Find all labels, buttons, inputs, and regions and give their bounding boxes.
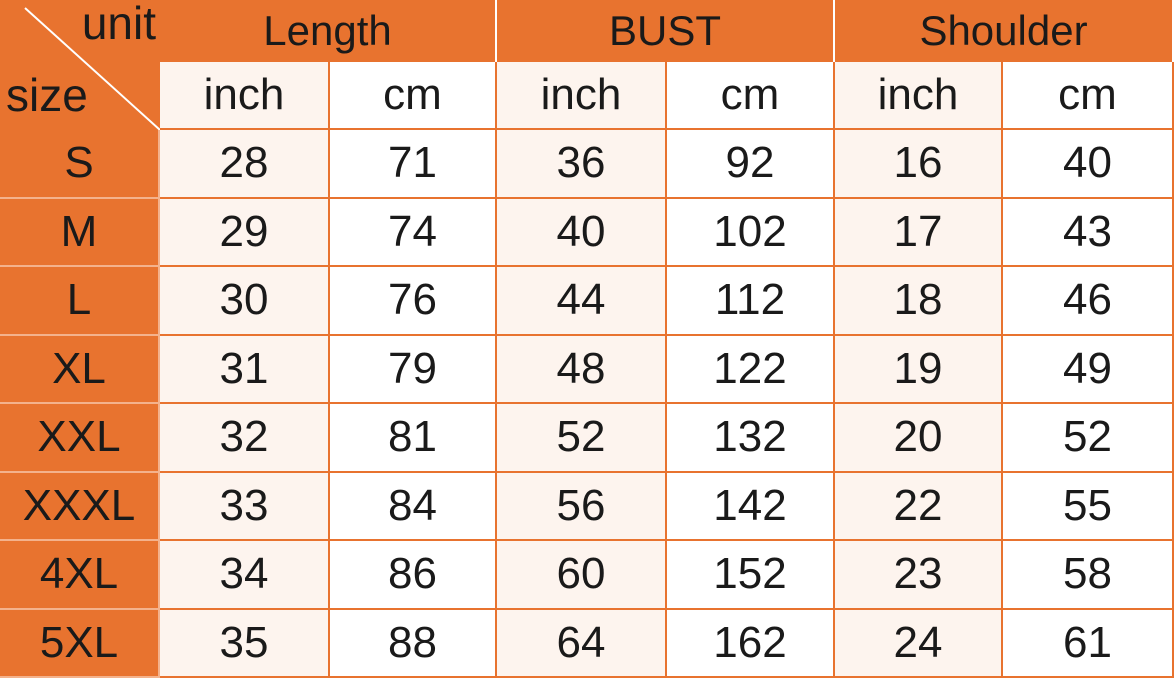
value-cell: 22 [835, 472, 1003, 541]
value-cell: 79 [330, 335, 497, 404]
unit-header: cm [667, 62, 835, 130]
size-cell: M [0, 198, 160, 267]
size-label: size [6, 69, 88, 121]
value-cell: 64 [497, 609, 667, 678]
value-cell: 33 [160, 472, 330, 541]
value-cell: 20 [835, 404, 1003, 473]
value-cell: 23 [835, 541, 1003, 610]
value-cell: 44 [497, 267, 667, 336]
value-cell: 34 [160, 541, 330, 610]
value-cell: 132 [667, 404, 835, 473]
value-cell: 30 [160, 267, 330, 336]
value-cell: 46 [1003, 267, 1174, 336]
size-cell: XXL [0, 404, 160, 473]
value-cell: 102 [667, 198, 835, 267]
size-cell: 4XL [0, 541, 160, 610]
unit-header: cm [330, 62, 497, 130]
value-cell: 122 [667, 335, 835, 404]
value-cell: 152 [667, 541, 835, 610]
value-cell: 84 [330, 472, 497, 541]
value-cell: 58 [1003, 541, 1174, 610]
group-header: Shoulder [835, 0, 1174, 62]
unit-header: inch [497, 62, 667, 130]
value-cell: 18 [835, 267, 1003, 336]
value-cell: 56 [497, 472, 667, 541]
value-cell: 52 [497, 404, 667, 473]
value-cell: 60 [497, 541, 667, 610]
unit-header: inch [835, 62, 1003, 130]
group-header: Length [160, 0, 497, 62]
value-cell: 74 [330, 198, 497, 267]
value-cell: 29 [160, 198, 330, 267]
unit-header: cm [1003, 62, 1174, 130]
size-cell: S [0, 130, 160, 199]
value-cell: 49 [1003, 335, 1174, 404]
value-cell: 43 [1003, 198, 1174, 267]
corner-cell: unit size [0, 0, 160, 130]
value-cell: 40 [1003, 130, 1174, 199]
value-cell: 40 [497, 198, 667, 267]
value-cell: 52 [1003, 404, 1174, 473]
value-cell: 35 [160, 609, 330, 678]
value-cell: 88 [330, 609, 497, 678]
size-cell: 5XL [0, 609, 160, 678]
value-cell: 17 [835, 198, 1003, 267]
value-cell: 81 [330, 404, 497, 473]
value-cell: 76 [330, 267, 497, 336]
size-cell: XL [0, 335, 160, 404]
value-cell: 112 [667, 267, 835, 336]
value-cell: 86 [330, 541, 497, 610]
size-cell: L [0, 267, 160, 336]
unit-header: inch [160, 62, 330, 130]
value-cell: 142 [667, 472, 835, 541]
value-cell: 24 [835, 609, 1003, 678]
value-cell: 55 [1003, 472, 1174, 541]
value-cell: 162 [667, 609, 835, 678]
group-header: BUST [497, 0, 835, 62]
value-cell: 32 [160, 404, 330, 473]
value-cell: 48 [497, 335, 667, 404]
value-cell: 61 [1003, 609, 1174, 678]
value-cell: 19 [835, 335, 1003, 404]
value-cell: 28 [160, 130, 330, 199]
value-cell: 31 [160, 335, 330, 404]
unit-label: unit [81, 0, 156, 49]
value-cell: 71 [330, 130, 497, 199]
value-cell: 92 [667, 130, 835, 199]
value-cell: 36 [497, 130, 667, 199]
size-cell: XXXL [0, 472, 160, 541]
value-cell: 16 [835, 130, 1003, 199]
corner-diagonal [24, 7, 160, 130]
